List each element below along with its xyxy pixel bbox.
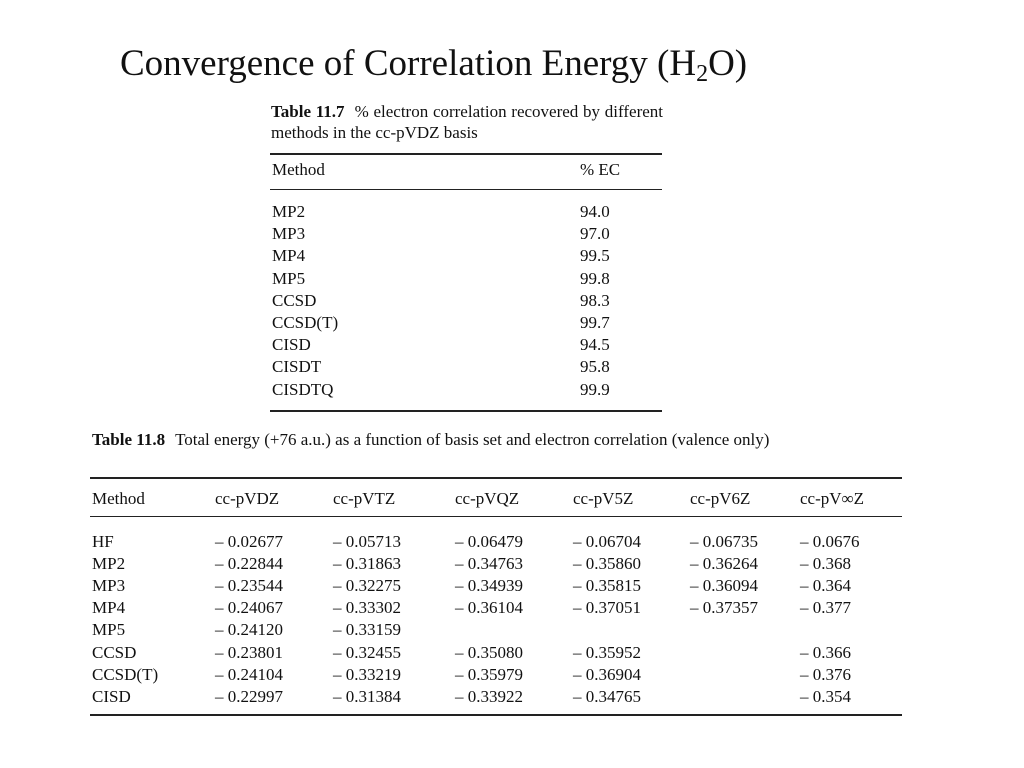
cell-value: – 0.02677 (215, 532, 283, 551)
row-label: CCSD(T) (272, 313, 339, 332)
row-label: MP4 (92, 598, 126, 618)
cell-value: 99.8 (580, 268, 610, 288)
column-header: cc-pVQZ (455, 489, 520, 508)
cell-value: – 0.37357 (690, 598, 758, 618)
cell-value: – 0.32455 (333, 642, 401, 662)
cell-value: – 0.31863 (333, 554, 401, 574)
row-label: CCSD (92, 642, 137, 662)
cell-value: – 0.22997 (215, 686, 283, 706)
cell-value: – 0.06704 (573, 532, 641, 551)
table-rule (270, 153, 662, 155)
caption-text: % electron correlation recovered by diff… (271, 102, 663, 142)
cell-value: 94.5 (580, 335, 610, 355)
row-label: CCSD(T) (92, 664, 159, 684)
cell-value: – 0.35815 (573, 576, 641, 596)
title-subscript: 2 (696, 61, 709, 87)
cell-value: – 0.23544 (215, 576, 283, 596)
row-label: MP5 (272, 268, 306, 288)
cell-value: – 0.33219 (333, 664, 401, 684)
table-rule (90, 516, 902, 517)
row-label: MP4 (272, 246, 306, 266)
cell-value: 99.5 (580, 246, 610, 266)
cell-value: – 0.36904 (573, 664, 641, 684)
cell-value: – 0.36094 (690, 576, 758, 596)
row-label: HF (92, 532, 114, 551)
row-label: MP3 (272, 224, 306, 244)
cell-value: – 0.368 (800, 554, 851, 574)
column-header: Method (272, 160, 325, 179)
cell-value: – 0.364 (800, 576, 851, 596)
cell-value: – 0.36264 (690, 554, 758, 574)
cell-value: – 0.34765 (573, 686, 641, 706)
cell-value: – 0.32275 (333, 576, 401, 596)
row-label: MP2 (92, 554, 126, 574)
cell-value: – 0.36104 (455, 598, 523, 618)
cell-value: – 0.35952 (573, 642, 641, 662)
cell-value: – 0.06735 (690, 532, 758, 551)
table-rule (90, 477, 902, 479)
column-header: cc-pVTZ (333, 489, 396, 508)
cell-value: – 0.05713 (333, 532, 401, 551)
cell-value: – 0.06479 (455, 532, 523, 551)
table-rule (90, 714, 902, 716)
cell-value: 99.9 (580, 379, 610, 399)
cell-value: – 0.354 (800, 686, 851, 706)
row-label: CISDTQ (272, 379, 334, 399)
cell-value: – 0.24067 (215, 598, 283, 618)
title-text: Convergence of Correlation Energy (H (120, 43, 697, 84)
title-text: O) (708, 43, 748, 84)
row-label: CISDT (272, 357, 322, 377)
cell-value: 94.0 (580, 202, 610, 221)
cell-value: – 0.24120 (215, 620, 283, 640)
row-label: CCSD (272, 290, 317, 310)
cell-value: – 0.22844 (215, 554, 283, 574)
cell-value: – 0.0676 (800, 532, 860, 551)
table-rule (270, 189, 662, 190)
cell-value: – 0.33922 (455, 686, 523, 706)
cell-value: 98.3 (580, 290, 610, 310)
table-label: Table 11.7 (271, 102, 345, 121)
cell-value: – 0.35979 (455, 664, 523, 684)
cell-value: – 0.33302 (333, 598, 401, 618)
cell-value: – 0.31384 (333, 686, 401, 706)
cell-value: 97.0 (580, 224, 610, 244)
cell-value: – 0.376 (800, 664, 851, 684)
table-caption: Table 11.8 Total energy (+76 a.u.) as a f… (92, 429, 902, 450)
cell-value: – 0.366 (800, 642, 851, 662)
column-header: cc-pV∞Z (800, 489, 865, 508)
row-label: MP5 (92, 620, 126, 640)
column-header: % EC (580, 160, 621, 179)
cell-value: – 0.37051 (573, 598, 641, 618)
row-label: CISD (92, 686, 131, 706)
row-label: MP2 (272, 202, 306, 221)
row-label: MP3 (92, 576, 126, 596)
slide-title: Convergence of Correlation Energy (H2O) (120, 42, 747, 88)
row-label: CISD (272, 335, 311, 355)
cell-value: – 0.33159 (333, 620, 401, 640)
column-header: Method (92, 489, 145, 508)
table-rule (270, 410, 662, 412)
cell-value: – 0.35080 (455, 642, 523, 662)
column-header: cc-pVDZ (215, 489, 280, 508)
cell-value: 99.7 (580, 313, 610, 332)
cell-value: – 0.23801 (215, 642, 283, 662)
table-caption: Table 11.7% electron correlation recover… (271, 101, 663, 143)
cell-value: – 0.35860 (573, 554, 641, 574)
cell-value: – 0.24104 (215, 664, 283, 684)
caption-text: Total energy (+76 a.u.) as a function of… (175, 430, 770, 449)
cell-value: – 0.34939 (455, 576, 523, 596)
cell-value: – 0.34763 (455, 554, 523, 574)
column-header: cc-pV6Z (690, 489, 751, 508)
cell-value: 95.8 (580, 357, 610, 377)
table-label: Table 11.8 (92, 430, 166, 449)
column-header: cc-pV5Z (573, 489, 634, 508)
cell-value: – 0.377 (800, 598, 851, 618)
